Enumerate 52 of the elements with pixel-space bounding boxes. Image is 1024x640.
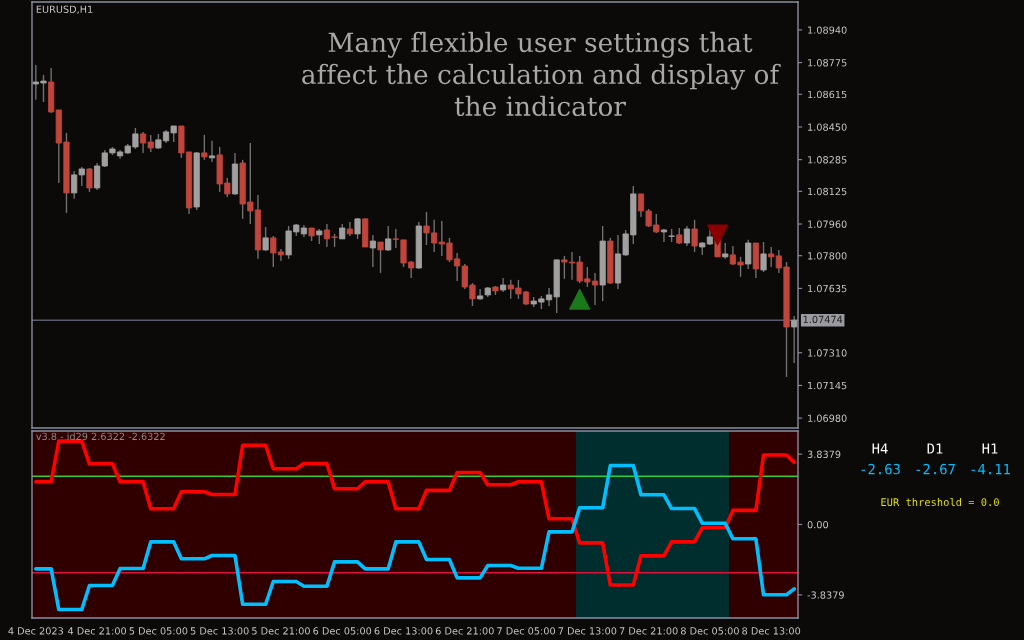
text: H1 — [982, 443, 998, 454]
text: D1 — [927, 443, 943, 454]
candlestick — [201, 134, 208, 161]
annotation: Many flexible user settings that affect the calculation and display of the indicator — [302, 31, 781, 117]
x-tick-label: 6 Dec 13:00 — [374, 627, 433, 635]
x-tick-label: 6 Dec 05:00 — [313, 627, 372, 635]
candlestick — [760, 241, 767, 273]
x-tick-label: 8 Dec 13:00 — [742, 627, 801, 635]
candlestick — [660, 228, 668, 243]
y-tick-label: 1.08775 — [808, 59, 847, 67]
x-tick-label: 7 Dec 21:00 — [619, 627, 678, 635]
x-tick-label: 6 Dec 21:00 — [435, 627, 494, 635]
y-tick-label: 1.07960 — [808, 220, 847, 228]
text: H4 — [872, 443, 888, 454]
y-tick-label: 1.07635 — [808, 284, 847, 293]
text: -4.11 — [971, 464, 1010, 475]
y-tick-label: 0.00 — [807, 520, 829, 529]
x-tick-label: 4 Dec 21:00 — [67, 627, 127, 635]
line-series — [34, 463, 796, 612]
ref-line-label: 1.07474 — [803, 315, 843, 324]
y-tick-label: 1.08450 — [808, 123, 847, 131]
x-tick-label: 7 Dec 13:00 — [558, 627, 617, 635]
x-tick-label: 5 Dec 21:00 — [252, 627, 310, 635]
text: -2.63 — [861, 463, 900, 475]
candlestick — [385, 225, 392, 252]
chart-title: EURUSD,H1 — [36, 5, 93, 14]
candlestick — [208, 140, 216, 163]
chart-title: v3.8 - id29 2.6322 -2.6322 — [36, 432, 165, 441]
x-tick-label: 5 Dec 13:00 — [190, 627, 249, 635]
x-tick-label: 5 Dec 05:00 — [129, 627, 188, 635]
y-tick-label: 1.07145 — [808, 381, 847, 390]
candlestick — [691, 219, 698, 253]
x-tick-label: 7 Dec 05:00 — [497, 627, 556, 635]
y-tick-label: -3.8379 — [807, 591, 844, 599]
candlestick — [745, 239, 752, 270]
y-tick-label: 1.08940 — [808, 26, 847, 34]
candlestick — [262, 226, 269, 252]
x-tick-label: 4 Dec 2023 — [8, 627, 64, 635]
y-tick-label: 1.07800 — [808, 252, 847, 260]
y-tick-label: 1.08615 — [808, 90, 847, 99]
candlestick — [369, 234, 376, 268]
y-tick-label: 1.07310 — [808, 349, 847, 357]
x-tick-label: 8 Dec 05:00 — [680, 627, 739, 635]
candlestick — [377, 241, 384, 274]
line-series — [34, 439, 796, 587]
y-tick-label: 1.06980 — [808, 414, 847, 422]
y-tick-label: 1.08285 — [808, 156, 847, 164]
text: EUR threshold = 0.0 — [881, 497, 999, 507]
text: -2.67 — [916, 463, 955, 475]
candlestick — [683, 225, 691, 247]
y-tick-label: 1.08125 — [808, 187, 847, 196]
y-tick-label: 3.8379 — [807, 450, 841, 458]
